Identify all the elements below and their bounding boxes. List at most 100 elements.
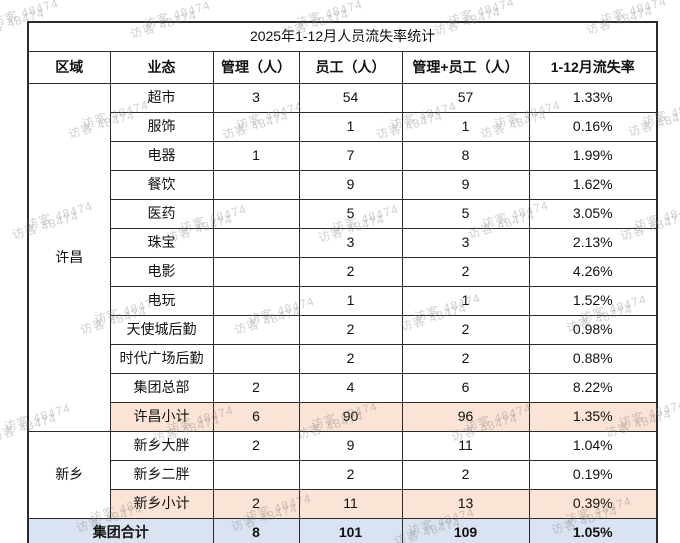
cell-business: 餐饮 [109, 170, 214, 200]
cell-mgmt: 6 [212, 402, 300, 432]
cell-mgmt [212, 460, 300, 490]
table-title: 2025年1-12月人员流失率统计 [27, 21, 658, 52]
cell-staff: 101 [298, 518, 403, 543]
table-row: 医药 5 5 3.05% [28, 199, 658, 229]
cell-staff: 1 [298, 112, 403, 142]
table-row: 服饰 1 1 0.16% [28, 112, 658, 142]
cell-rate: 1.52% [528, 286, 658, 316]
cell-region: 新乡 [27, 431, 111, 519]
cell-mgmt [212, 228, 300, 258]
header-mgmt: 管理（人） [212, 51, 300, 84]
cell-total: 5 [401, 199, 530, 229]
table-row: 新乡 新乡大胖 2 9 11 1.04% [27, 431, 658, 519]
cell-mgmt [212, 315, 300, 345]
cell-rate: 1.05% [528, 518, 658, 543]
cell-staff: 9 [298, 170, 403, 200]
cell-staff: 4 [298, 373, 403, 403]
cell-mgmt [212, 170, 300, 200]
table-row: 许昌小计 6 90 96 1.35% [28, 402, 658, 432]
cell-total: 96 [401, 402, 530, 432]
cell-staff: 3 [298, 228, 403, 258]
cell-staff: 2 [298, 460, 403, 490]
cell-mgmt: 2 [212, 489, 300, 519]
cell-total: 11 [401, 431, 530, 461]
cell-grand-total-label: 集团合计 [27, 518, 214, 543]
table-body: 许昌 超市 3 54 57 1.33% 服饰 1 1 0.16% 电器 1 7 8 1.99% 餐饮 9 9 1.6… [27, 83, 658, 543]
cell-staff: 2 [298, 344, 403, 374]
cell-business: 电玩 [109, 286, 214, 316]
grand-total-row: 集团合计 8 101 109 1.05% [27, 518, 658, 543]
table-row: 珠宝 3 3 2.13% [28, 228, 658, 258]
cell-rate: 0.98% [528, 315, 658, 345]
header-mgmt-plus-staff: 管理+员工（人） [401, 51, 530, 84]
header-rate: 1-12月流失率 [528, 51, 658, 84]
cell-region: 许昌 [27, 83, 111, 432]
cell-business: 超市 [109, 83, 214, 113]
cell-total: 109 [401, 518, 530, 543]
cell-rate: 1.62% [528, 170, 658, 200]
cell-total: 9 [401, 170, 530, 200]
turnover-table: 2025年1-12月人员流失率统计 区域 业态 管理（人） 员工（人） 管理+员… [27, 21, 659, 543]
cell-mgmt: 1 [212, 141, 300, 171]
cell-mgmt [212, 112, 300, 142]
cell-business: 许昌小计 [109, 402, 214, 432]
cell-rate: 0.39% [528, 489, 658, 519]
cell-rate: 8.22% [528, 373, 658, 403]
table-row: 集团总部 2 4 6 8.22% [28, 373, 658, 403]
header-row: 区域 业态 管理（人） 员工（人） 管理+员工（人） 1-12月流失率 [27, 51, 658, 84]
table-row: 许昌 超市 3 54 57 1.33% [27, 83, 658, 432]
cell-staff: 5 [298, 199, 403, 229]
cell-rate: 1.33% [528, 83, 658, 113]
cell-rate: 1.04% [528, 431, 658, 461]
cell-total: 57 [401, 83, 530, 113]
cell-staff: 11 [298, 489, 403, 519]
cell-business: 新乡二胖 [109, 460, 214, 490]
cell-business: 集团总部 [109, 373, 214, 403]
cell-staff: 2 [298, 315, 403, 345]
title-row: 2025年1-12月人员流失率统计 [27, 21, 658, 52]
cell-business: 新乡大胖 [109, 431, 214, 461]
cell-total: 2 [401, 315, 530, 345]
cell-business: 珠宝 [109, 228, 214, 258]
cell-business: 天使城后勤 [109, 315, 214, 345]
table-row: 时代广场后勤 2 2 0.88% [28, 344, 658, 374]
cell-business: 电器 [109, 141, 214, 171]
header-staff: 员工（人） [298, 51, 403, 84]
cell-staff: 2 [298, 257, 403, 287]
cell-total: 2 [401, 257, 530, 287]
cell-business: 医药 [109, 199, 214, 229]
header-business: 业态 [109, 51, 214, 84]
table-row: 新乡二胖 2 2 0.19% [28, 460, 658, 490]
cell-staff: 54 [298, 83, 403, 113]
table-row: 电影 2 2 4.26% [28, 257, 658, 287]
cell-staff: 90 [298, 402, 403, 432]
cell-mgmt: 2 [212, 373, 300, 403]
cell-mgmt: 8 [212, 518, 300, 543]
cell-rate: 0.88% [528, 344, 658, 374]
table-row: 电玩 1 1 1.52% [28, 286, 658, 316]
cell-business: 新乡小计 [109, 489, 214, 519]
cell-total: 2 [401, 344, 530, 374]
cell-mgmt: 2 [212, 431, 300, 461]
table-row: 新乡小计 2 11 13 0.39% [28, 489, 658, 519]
cell-total: 13 [401, 489, 530, 519]
cell-total: 1 [401, 112, 530, 142]
cell-mgmt [212, 286, 300, 316]
cell-rate: 1.35% [528, 402, 658, 432]
cell-total: 6 [401, 373, 530, 403]
cell-staff: 7 [298, 141, 403, 171]
cell-rate: 4.26% [528, 257, 658, 287]
cell-rate: 1.99% [528, 141, 658, 171]
cell-staff: 9 [298, 431, 403, 461]
header-region: 区域 [27, 51, 111, 84]
cell-business: 时代广场后勤 [109, 344, 214, 374]
cell-business: 服饰 [109, 112, 214, 142]
cell-total: 1 [401, 286, 530, 316]
cell-staff: 1 [298, 286, 403, 316]
cell-mgmt [212, 257, 300, 287]
cell-rate: 0.16% [528, 112, 658, 142]
cell-mgmt: 3 [212, 83, 300, 113]
table-row: 天使城后勤 2 2 0.98% [28, 315, 658, 345]
cell-mgmt [212, 199, 300, 229]
